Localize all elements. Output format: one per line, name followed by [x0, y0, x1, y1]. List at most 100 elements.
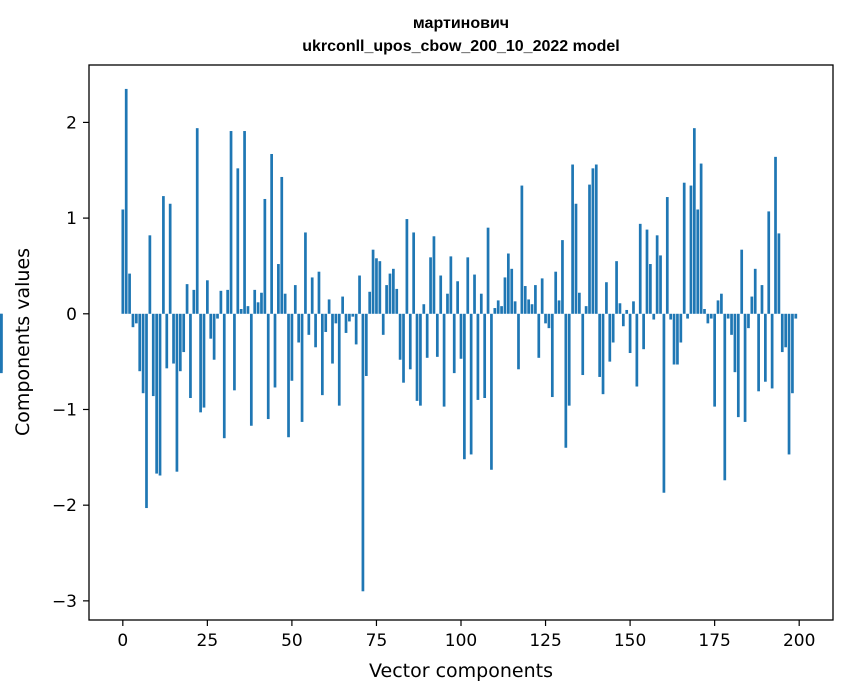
bar-component-75 [375, 258, 378, 314]
bar-component-28 [216, 313, 219, 319]
bar-component-27 [212, 313, 216, 360]
bar-component-1 [124, 88, 128, 314]
bar-component-41 [260, 292, 263, 314]
bar-component-88 [419, 313, 422, 406]
bar-component-66 [344, 313, 348, 333]
bar-component-169 [692, 128, 696, 314]
bar-component-146 [615, 261, 618, 314]
bar-component-108 [486, 227, 490, 314]
bar-component-166 [682, 182, 686, 314]
bar-component-42 [263, 198, 267, 314]
bar-component-86 [412, 232, 416, 314]
bar-component-6 [141, 313, 145, 394]
bar-component-110 [493, 308, 497, 314]
bar-component-undefined [0, 313, 3, 371]
bar-component-125 [544, 313, 547, 324]
bar-component-92 [432, 236, 436, 314]
bar-component-136 [581, 313, 585, 376]
bar-component-138 [588, 184, 591, 314]
bar-component-58 [317, 271, 321, 314]
bar-component-180 [730, 313, 733, 335]
bar-component-59 [320, 313, 324, 396]
bar-component-0 [121, 209, 125, 314]
bar-component-127 [550, 313, 554, 398]
bar-component-46 [277, 264, 280, 314]
bar-component-19 [185, 284, 189, 314]
bar-component-198 [791, 313, 794, 394]
bar-component-119 [523, 286, 527, 314]
bars-group [0, 88, 798, 592]
y-axis-ticks: −3 −2 −1 0 1 2 [52, 113, 89, 612]
bar-component-3 [131, 313, 135, 328]
bar-component-87 [415, 313, 419, 401]
bar-component-84 [405, 219, 409, 314]
bar-component-9 [151, 313, 155, 397]
bar-component-192 [770, 313, 774, 389]
bar-component-70 [358, 275, 361, 314]
y-tick-label: 2 [66, 113, 77, 133]
bar-component-26 [209, 313, 213, 339]
bar-component-160 [662, 313, 666, 493]
bar-component-137 [584, 306, 588, 314]
bar-component-71 [361, 313, 365, 592]
y-tick-label: −1 [52, 400, 77, 420]
bar-component-35 [239, 309, 243, 314]
bar-component-21 [192, 289, 196, 314]
x-tick-label: 0 [117, 631, 128, 651]
bar-component-54 [304, 232, 307, 314]
chart-title: мартинович [413, 15, 509, 32]
bar-component-133 [571, 164, 574, 314]
bar-component-114 [506, 253, 510, 314]
bar-component-24 [202, 313, 206, 408]
bar-component-190 [764, 313, 767, 382]
x-tick-label: 100 [445, 631, 477, 651]
bar-component-97 [449, 256, 453, 314]
bar-component-186 [750, 296, 754, 314]
bar-component-80 [392, 268, 395, 314]
bar-component-121 [530, 304, 534, 314]
bar-component-109 [490, 313, 493, 470]
bar-component-177 [720, 293, 723, 314]
x-tick-label: 25 [197, 631, 219, 651]
bar-component-10 [155, 313, 158, 474]
bar-component-64 [337, 313, 341, 406]
bar-component-45 [273, 313, 277, 388]
bar-component-183 [740, 249, 744, 314]
bar-component-20 [189, 313, 192, 398]
bar-component-48 [283, 293, 287, 314]
bar-component-14 [168, 203, 172, 314]
bar-component-156 [649, 264, 652, 314]
bar-component-85 [408, 313, 412, 370]
x-tick-label: 200 [783, 631, 815, 651]
bar-component-65 [341, 296, 344, 314]
bar-component-189 [760, 285, 764, 314]
bar-component-129 [557, 300, 561, 314]
bar-component-159 [659, 255, 662, 314]
bar-component-112 [500, 306, 503, 314]
bar-component-11 [158, 313, 162, 476]
bar-component-191 [767, 211, 771, 314]
y-tick-label: 1 [66, 209, 77, 229]
bar-component-184 [743, 313, 747, 422]
bar-component-18 [182, 313, 186, 353]
bar-component-197 [787, 313, 791, 455]
bar-component-13 [165, 313, 169, 369]
y-axis-label: Components values [12, 248, 34, 436]
bar-component-37 [246, 306, 250, 314]
bar-component-143 [605, 282, 608, 314]
bar-component-98 [452, 313, 456, 374]
bar-component-72 [364, 313, 368, 376]
bar-component-62 [331, 313, 334, 364]
bar-component-40 [256, 302, 260, 314]
bar-component-49 [287, 313, 290, 438]
bar-component-79 [388, 273, 392, 314]
bar-component-32 [229, 131, 233, 314]
bar-component-102 [466, 257, 470, 314]
bar-component-23 [199, 313, 202, 413]
bar-component-57 [314, 313, 317, 348]
bar-component-167 [686, 313, 689, 319]
bar-component-147 [618, 303, 622, 314]
